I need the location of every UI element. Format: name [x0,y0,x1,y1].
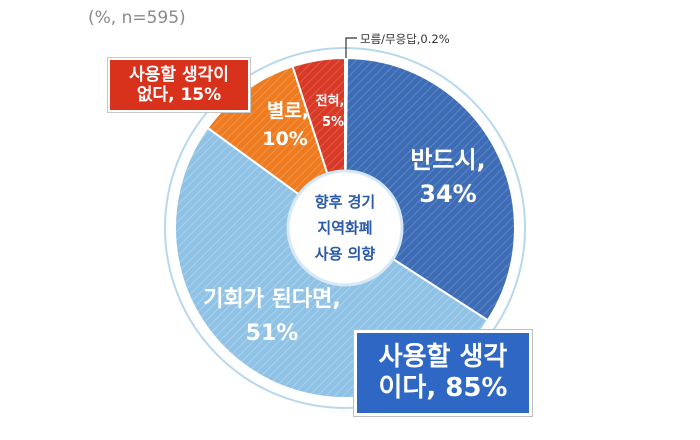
center-label-line-1: 향후 경기 [315,193,375,211]
slice-label-chance-1: 기회가 된다면, [203,287,340,312]
slice-label-rarely-1: 별로, [267,100,309,122]
slice-label-surely-1: 반드시, [410,146,485,174]
callout-no-intent-line-2: 없다, 15% [136,85,222,105]
callout-no-intent-line-1: 사용할 생각이 [129,64,229,85]
center-label-line-3: 사용 의향 [315,245,376,263]
outer-ring [164,47,526,409]
center-label: 향후 경기 지역화폐 사용 의향 [315,193,376,263]
callout-no-intent: 사용할 생각이 없다, 15% [108,58,250,112]
slice-label-unknown: 모름/무응답,0.2% [360,32,450,46]
slice-label-never-1: 전혀, [316,93,345,109]
callout-intent: 사용할 생각 이다, 85% [354,330,532,416]
slice-label-never-2: 5% [322,115,344,130]
slice-label-surely-2: 34% [419,180,476,208]
center-label-line-2: 지역화폐 [317,219,372,237]
sample-note: (%, n=595) [88,8,186,28]
callout-intent-line-1: 사용할 생각 [378,341,508,372]
center-hole [286,169,404,287]
slice-label-rarely-2: 10% [262,128,307,150]
unknown-leader [345,37,357,58]
callout-intent-line-2: 이다, 85% [378,373,508,403]
slice-label-chance-2: 51% [246,321,299,346]
